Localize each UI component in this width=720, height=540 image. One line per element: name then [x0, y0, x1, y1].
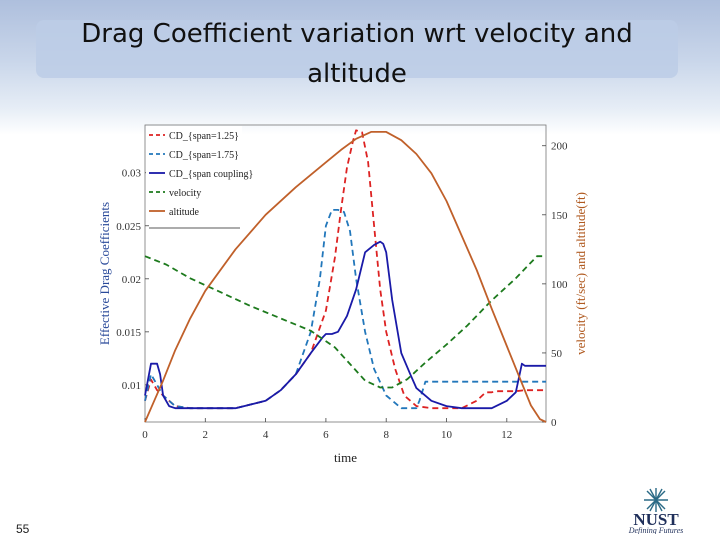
y-left-axis-title: Effective Drag Coefficients	[97, 202, 112, 345]
y-left-tick-label: 0.025	[116, 221, 141, 233]
slide-number: 55	[16, 522, 30, 536]
x-tick-label: 0	[142, 429, 148, 441]
slide-title: Drag Coefficient variation wrt velocity …	[81, 19, 633, 89]
legend-box	[146, 126, 242, 224]
x-tick-label: 8	[383, 429, 389, 441]
y-left-tick-label: 0.01	[122, 380, 141, 392]
y-left-tick-label: 0.03	[122, 168, 142, 180]
x-tick-label: 6	[323, 429, 329, 441]
svg-text:NUST: NUST	[633, 510, 679, 529]
x-tick-label: 10	[441, 429, 453, 441]
svg-text:Defining Futures: Defining Futures	[628, 526, 684, 534]
drag-coefficient-chart: 0 2 4 6 8 10 12 0.01 0.015 0.02 0.025 0.03 0 50 100 150…	[97, 124, 588, 465]
x-tick-label: 12	[501, 429, 512, 441]
y-right-tick-label: 100	[551, 279, 568, 291]
legend-label-altitude: altitude	[169, 207, 200, 218]
y-right-tick-label: 50	[551, 348, 563, 360]
x-axis-title: time	[334, 450, 357, 465]
series-line-velocity	[144, 255, 546, 389]
legend-label-cd-span-125: CD_{span=1.25}	[169, 131, 239, 142]
y-right-tick-label: 0	[551, 417, 557, 429]
logo-emblem	[644, 488, 668, 512]
title-box	[36, 20, 678, 78]
series-line-cd-coupling	[144, 240, 546, 410]
x-tick-label: 4	[263, 429, 269, 441]
y-right-tick-label: 150	[551, 210, 568, 222]
plot-frame	[144, 124, 547, 423]
legend-label-velocity: velocity	[169, 188, 201, 199]
x-tick-label: 2	[203, 429, 209, 441]
y-right-axis-title: velocity (ft/sec) and altitude(ft)	[573, 192, 588, 355]
y-right-tick-label: 200	[551, 141, 568, 153]
series-line-cd-span-175	[144, 209, 546, 410]
series-line-altitude	[144, 130, 547, 423]
legend-label-cd-coupling: CD_{span coupling}	[169, 169, 253, 180]
y-left-tick-label: 0.02	[122, 274, 141, 286]
nust-logo: NUST Defining Futures	[628, 488, 684, 534]
y-left-tick-label: 0.015	[116, 327, 141, 339]
legend-label-cd-span-175: CD_{span=1.75}	[169, 150, 239, 161]
